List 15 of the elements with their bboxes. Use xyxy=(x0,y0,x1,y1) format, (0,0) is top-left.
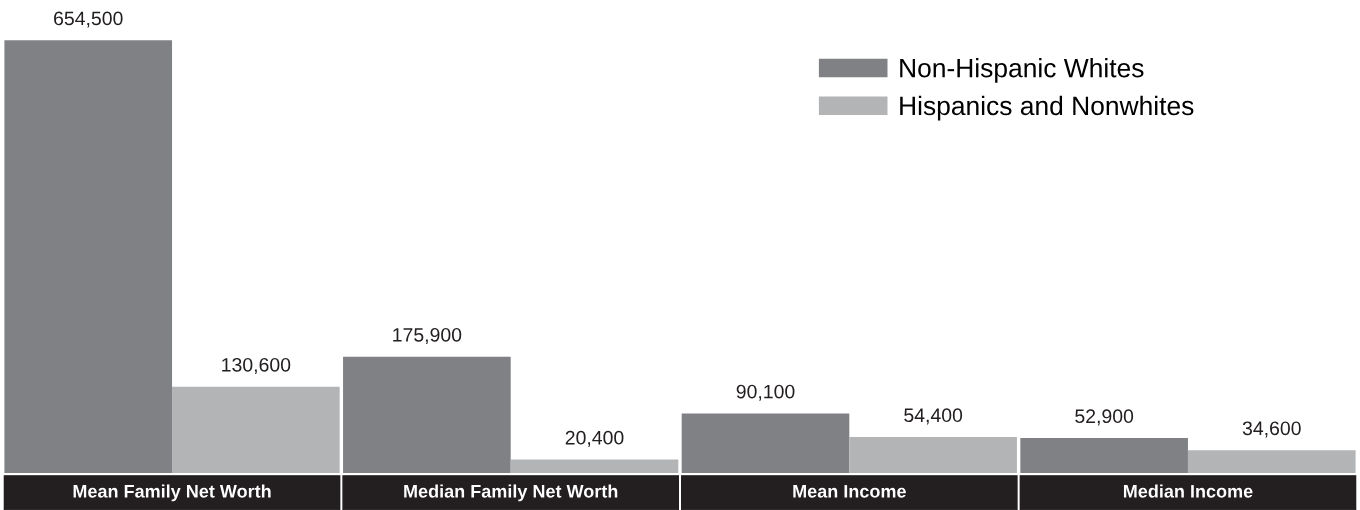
data-label: 54,400 xyxy=(904,408,963,425)
data-label: 52,900 xyxy=(1075,409,1134,426)
data-label: 20,400 xyxy=(565,430,624,447)
bar xyxy=(510,459,679,474)
data-label: 90,100 xyxy=(736,384,795,401)
data-label: 34,600 xyxy=(1242,421,1301,438)
data-label: 654,500 xyxy=(54,11,123,28)
legend-label: Non-Hispanic Whites xyxy=(900,58,1144,83)
data-label: 130,600 xyxy=(222,357,291,375)
x-tick-label: Mean Income xyxy=(793,485,906,498)
data-label: 175,900 xyxy=(393,327,462,345)
legend-label: Hispanics and Nonwhites xyxy=(900,95,1194,121)
x-tick-label: Median Family Net Worth xyxy=(404,484,618,502)
x-tick-label: Median Income xyxy=(1123,484,1253,498)
x-tick-label: Mean Family Net Worth xyxy=(73,484,271,502)
